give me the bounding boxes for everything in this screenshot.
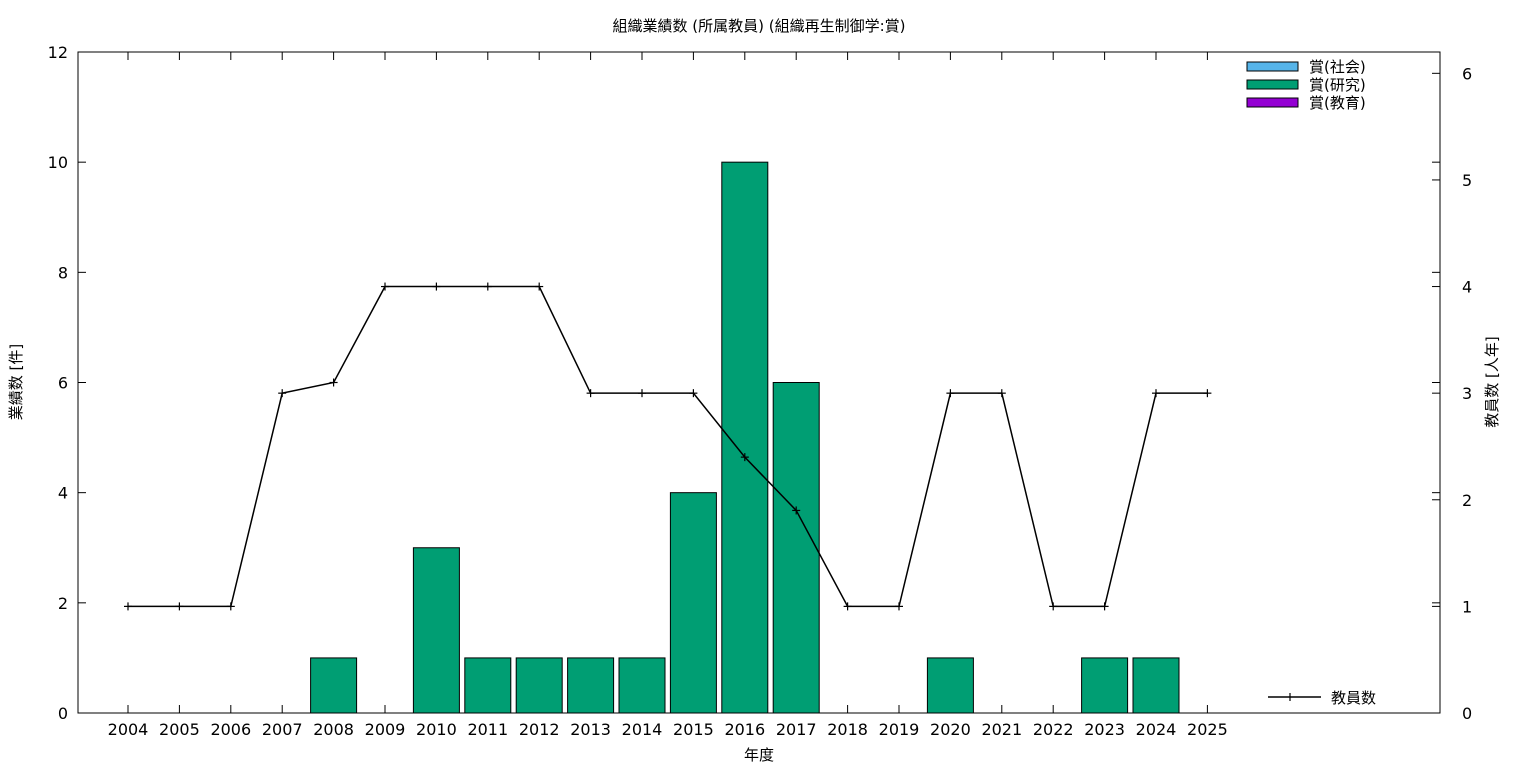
x-tick-label: 2010 [416,720,457,739]
y2-tick-label: 4 [1462,278,1472,297]
y-tick-label: 0 [58,704,68,723]
x-tick-label: 2021 [981,720,1022,739]
line-point [946,389,955,398]
legend: 賞(社会)賞(研究)賞(教育) 教員数 [1246,58,1376,707]
y2-tick-label: 3 [1462,384,1472,403]
legend-label: 賞(社会) [1309,58,1366,76]
x-tick-label: 2008 [313,720,354,739]
line-point [1100,602,1109,611]
x-tick-label: 2014 [622,720,663,739]
bar [1132,657,1180,714]
legend-label: 賞(研究) [1309,76,1366,94]
line-point [278,389,287,398]
y-tick-label: 4 [58,484,68,503]
bar [926,657,974,714]
x-tick-label: 2013 [570,720,611,739]
y2-tick-label: 6 [1462,64,1472,83]
line-point [124,602,132,611]
y-tick-label: 6 [58,374,68,393]
x-tick-label: 2015 [673,720,714,739]
line-point [175,602,184,611]
line-point [638,389,646,398]
x-tick-label: 2006 [210,720,251,739]
x-tick-label: 2012 [519,720,560,739]
y2-tick-label: 1 [1462,597,1472,616]
line-point [329,378,338,387]
y-tick-label: 8 [58,263,68,282]
line-point [997,389,1006,398]
y2-axis-label: 教員数 [人年] [1483,336,1501,427]
bar [567,657,615,714]
bar [669,492,717,714]
y2-tick-label: 2 [1462,491,1472,510]
line-point [1049,602,1058,611]
line-point [432,282,441,291]
bar [412,547,460,714]
y-tick-label: 10 [48,153,68,172]
x-tick-label: 2024 [1136,720,1177,739]
line-point [226,602,235,611]
line-point [381,282,389,291]
y-tick-label: 2 [58,594,68,613]
bar [618,657,666,714]
x-tick-label: 2023 [1084,720,1125,739]
line-point [1152,389,1160,398]
x-axis-label: 年度 [744,746,774,764]
line-point [535,282,544,291]
bar [515,657,563,714]
chart-title: 組織業績数 (所属教員) (組織再生制御学:賞) [613,17,906,35]
bars [310,161,1180,714]
teacher-count-line [124,282,1212,611]
legend-label: 教員数 [1331,689,1376,707]
line-point [740,453,749,462]
legend-swatch [1246,97,1299,108]
x-tick-label: 2011 [467,720,508,739]
x-tick-label: 2019 [879,720,920,739]
line-point [843,602,852,611]
bar [464,657,512,714]
line-path [128,285,1208,608]
bar [772,382,820,714]
x-tick-label: 2005 [159,720,200,739]
legend-swatch [1246,61,1299,72]
x-tick-label: 2018 [827,720,868,739]
legend-swatch [1246,79,1299,90]
x-tick-label: 2009 [365,720,406,739]
y2-tick-label: 5 [1462,171,1472,190]
x-tick-label: 2022 [1033,720,1074,739]
x-tick-label: 2004 [108,720,149,739]
line-point [792,506,801,515]
legend-label: 賞(教育) [1309,94,1366,112]
line-point [689,389,698,398]
x-tick-label: 2020 [930,720,971,739]
x-tick-label: 2007 [262,720,303,739]
bar [1081,657,1129,714]
x-tick-label: 2025 [1187,720,1228,739]
y-axis-label: 業績数 [件] [7,344,25,420]
x-tick-label: 2017 [776,720,817,739]
y2-tick-label: 0 [1462,704,1472,723]
x-tick-label: 2016 [724,720,765,739]
line-point [1203,389,1212,398]
line-point [895,602,903,611]
bar [310,657,358,714]
y-tick-label: 12 [48,43,68,62]
line-point [586,389,595,398]
line-point [483,282,492,291]
